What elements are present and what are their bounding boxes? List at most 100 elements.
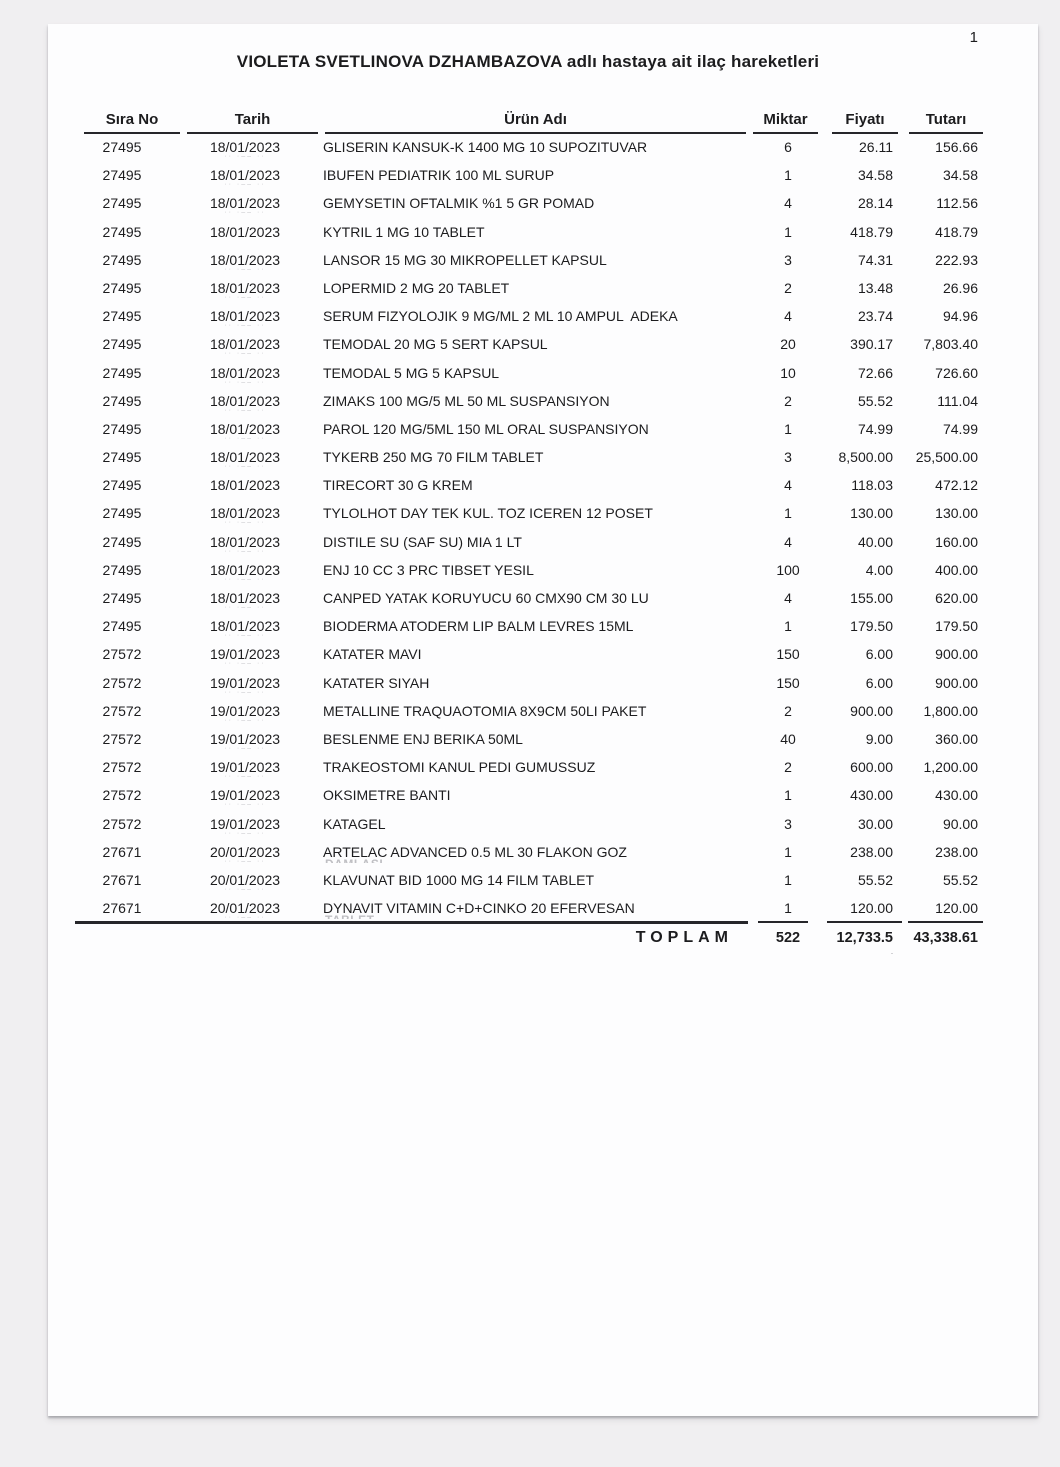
row-fiyati: 55.52: [857, 392, 893, 409]
row-fiyati: 155.00: [850, 590, 893, 606]
row-sira-no: 27495: [102, 251, 142, 268]
row-urun-adi: ENJ 10 CC 3 PRC TIBSET YESIL: [323, 561, 534, 578]
row-miktar: 3: [784, 449, 792, 466]
row-miktar: 2: [784, 279, 792, 296]
table-row: 27495 18/01/2023 ·· ·–– ·· DISTILE SU (SA…: [48, 528, 1038, 556]
row-tutari: 94.96: [942, 308, 978, 325]
row-urun-adi: TEMODAL 5 MG 5 KAPSUL: [323, 364, 500, 381]
row-tarih: 19/01/2023 ·· ·–– ··: [185, 725, 305, 753]
faded-date-artifact: ·· ·–– ··: [224, 181, 266, 189]
table-row: 27495 18/01/2023 ·· ·–– ·· CANPED YATAK K…: [48, 584, 1038, 612]
row-tarih: 18/01/2023 ·· ·–– ··: [185, 443, 305, 471]
total-row: TOPLAM 522 12,733.5 43,338.61: [48, 926, 1038, 950]
faded-date-artifact: ·· ·–– ··: [224, 463, 266, 471]
row-urun-adi: CANPED YATAK KORUYUCU 60 CMX90 CM 30 LU: [323, 590, 649, 606]
row-miktar: 4: [784, 533, 792, 550]
row-urun-adi: IBUFEN PEDIATRIK 100 ML SURUP: [323, 167, 555, 184]
table-row: 27495 18/01/2023 ·· ·–– ·· TYKERB 250 MG …: [48, 443, 1038, 471]
row-urun-adi: BIODERMA ATODERM LIP BALM LEVRES 15ML: [323, 618, 634, 635]
table-row: 27671 20/01/2023 ·· ·–– ·· ARTELAC ADVANC…: [48, 838, 1038, 866]
total-label: TOPLAM: [635, 929, 733, 946]
col-header-miktar: Miktar: [753, 108, 818, 134]
faded-date-artifact: ·· ·–– ··: [224, 801, 266, 809]
faded-date-artifact: ·· ·–– ··: [224, 632, 266, 640]
total-divider-miktar: [758, 921, 808, 923]
faded-date-artifact: ·· ·–– ··: [224, 688, 266, 696]
table-row: 27495 18/01/2023 ·· ·–– ·· IBUFEN PEDIATR…: [48, 161, 1038, 189]
row-sira-no: 27495: [102, 561, 142, 578]
row-tarih: 19/01/2023 ·· ·–– ··: [185, 810, 305, 838]
row-tarih: 18/01/2023 ·· ·–– ··: [185, 189, 305, 217]
row-tutari: 26.96: [942, 279, 978, 296]
table-row: 27495 18/01/2023 ·· ·–– ·· ZIMAKS 100 MG/…: [48, 387, 1038, 415]
row-miktar: 20: [780, 336, 796, 353]
row-miktar: 40: [780, 730, 796, 747]
row-tutari: 238.00: [935, 843, 978, 860]
row-fiyati: 74.99: [857, 420, 893, 437]
row-miktar: 2: [784, 759, 792, 776]
row-tarih: 19/01/2023 ·· ·–– ··: [185, 669, 305, 697]
row-urun-adi: KYTRIL 1 MG 10 TABLET: [323, 223, 485, 240]
row-sira-no: 27495: [102, 308, 142, 325]
table-header: Sıra No Tarih Ürün Adı Miktar Fiyatı Tut…: [48, 108, 1038, 134]
table-row: 27572 19/01/2023 ·· ·–– ·· KATATER SIYAH …: [48, 669, 1038, 697]
row-tutari: 472.12: [935, 477, 978, 494]
row-fiyati: 8,500.00: [838, 449, 894, 466]
faded-date-artifact: ·· ·–– ··: [224, 209, 266, 217]
total-miktar: 522: [775, 930, 801, 946]
row-tarih: 19/01/2023 ·· ·–– ··: [185, 697, 305, 725]
col-header-tutari: Tutarı: [909, 108, 983, 134]
page-number: 1: [969, 29, 978, 46]
row-miktar: 100: [776, 561, 800, 578]
row-miktar: 4: [784, 195, 792, 212]
row-tutari: 112.56: [936, 195, 978, 212]
table-row: 27495 18/01/2023 ·· ·–– ·· SERUM FIZYOLOJ…: [48, 302, 1038, 330]
row-urun-adi: DYNAVIT VITAMIN C+D+CINKO 20 EFERVESANTA…: [323, 894, 768, 922]
row-sira-no: 27495: [102, 167, 142, 184]
table-row: 27572 19/01/2023 ·· ·–– ·· OKSIMETRE BANT…: [48, 781, 1038, 809]
row-urun-adi: OKSIMETRE BANTI: [323, 787, 451, 804]
row-miktar: 150: [776, 674, 800, 691]
row-miktar: 1: [784, 505, 792, 522]
faded-date-artifact: ·· ·–– ··: [224, 406, 266, 414]
row-tutari: 130.00: [935, 505, 978, 522]
faded-date-artifact: ·· ·–– ··: [224, 716, 266, 724]
row-urun-adi: TIRECORT 30 G KREM: [323, 477, 473, 494]
row-tarih: 18/01/2023 ·· ·–– ··: [185, 246, 305, 274]
row-urun-adi: BESLENME ENJ BERIKA 50ML: [323, 730, 523, 747]
row-tutari: 430.00: [935, 787, 978, 804]
table-row: 27495 18/01/2023 ·· ·–– ·· GEMYSETIN OFTA…: [48, 189, 1038, 217]
row-fiyati: 418.79: [850, 223, 893, 240]
faded-date-artifact: ·· ·–– ··: [224, 293, 266, 301]
row-sira-no: 27671: [102, 900, 142, 917]
faded-date-artifact: ·· ·–– ··: [224, 378, 266, 386]
faded-date-artifact: ·· ·–– ··: [224, 773, 266, 781]
row-tarih: 18/01/2023 ·· ·–– ··: [185, 528, 305, 556]
row-miktar: 150: [776, 646, 800, 663]
table-row: 27495 18/01/2023 ·· ·–– ·· ENJ 10 CC 3 PR…: [48, 556, 1038, 584]
row-sira-no: 27495: [102, 364, 142, 381]
row-miktar: 3: [784, 815, 792, 832]
table-row: 27495 18/01/2023 ·· ·–– ·· LOPERMID 2 MG …: [48, 274, 1038, 302]
row-fiyati: 900.00: [850, 702, 893, 719]
row-miktar: 1: [784, 420, 792, 437]
row-urun-adi: METALLINE TRAQUAOTOMIA 8X9CM 50LI PAKET: [323, 702, 647, 719]
row-urun-adi: LANSOR 15 MG 30 MIKROPELLET KAPSUL: [323, 251, 607, 268]
row-tutari: 1,200.00: [923, 759, 979, 776]
row-urun-adi: SERUM FIZYOLOJIK 9 MG/ML 2 ML 10 AMPUL A…: [323, 308, 678, 325]
row-sira-no: 27572: [102, 759, 142, 776]
faded-digit-artifact: ·: [890, 948, 894, 958]
row-fiyati: 74.31: [857, 251, 893, 268]
faded-date-artifact: ·· ·–– ··: [224, 885, 266, 893]
row-tarih: 18/01/2023 ·· ·–– ··: [185, 499, 305, 527]
row-tutari: 74.99: [942, 420, 978, 437]
row-miktar: 10: [780, 364, 796, 381]
faded-date-artifact: [195, 491, 295, 498]
faded-date-artifact: ·· ·–– ··: [224, 434, 266, 442]
row-tutari: 222.93: [935, 251, 978, 268]
faded-date-artifact: ·· ·–– ··: [224, 322, 266, 330]
row-sira-no: 27572: [102, 646, 142, 663]
row-fiyati: 30.00: [857, 815, 893, 832]
row-fiyati: 26.11: [859, 139, 893, 155]
row-sira-no: 27495: [102, 195, 142, 212]
